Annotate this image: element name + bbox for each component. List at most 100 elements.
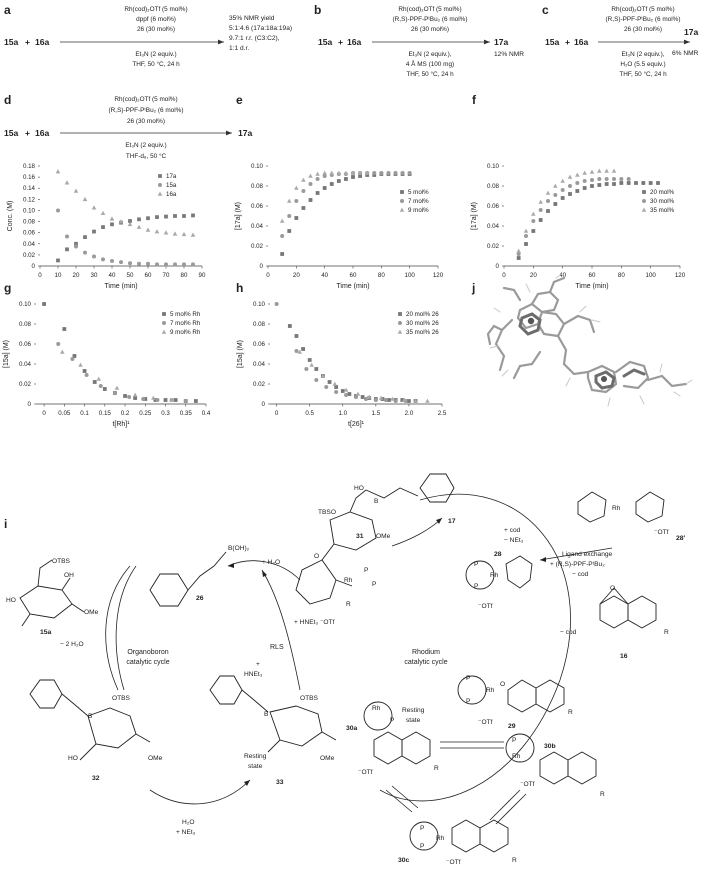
data-point [354, 395, 358, 399]
data-point [146, 216, 150, 221]
data-point [524, 242, 528, 246]
data-point [364, 170, 370, 175]
x-tick-label: 1.0 [338, 410, 347, 417]
rh-label: Rh [512, 753, 521, 760]
data-point [294, 349, 299, 353]
x-tick-label: 0 [275, 410, 279, 417]
data-point [137, 217, 141, 222]
reactant-16a: 16a [574, 37, 589, 47]
panel-letter-a: a [4, 3, 11, 17]
data-point [612, 177, 616, 181]
compound-label-29: 29 [508, 723, 516, 730]
data-point [181, 231, 187, 237]
y-tick-label: 0.04 [23, 241, 36, 248]
ho-label: HO [354, 485, 364, 492]
r-label: R [346, 601, 351, 608]
legend-marker [158, 174, 162, 178]
compound-label-17: 17 [448, 518, 456, 525]
compound-label-26: 26 [196, 595, 204, 602]
x-tick-label: 0.5 [305, 410, 314, 417]
outcome-a-4: 1:1 d.r. [229, 45, 249, 52]
panel-c: c 15a + 16a Rh(cod)₂OTf (5 mol%) (R,S)-P… [542, 3, 699, 78]
data-point [413, 398, 418, 403]
p-label: P [420, 843, 425, 850]
resting-state-label-1: Resting [244, 753, 267, 760]
data-point [538, 208, 543, 212]
data-point [538, 199, 543, 204]
x-tick-label: 70 [163, 272, 170, 279]
data-point [568, 192, 572, 196]
data-point [84, 373, 89, 377]
ome-label: OMe [376, 533, 391, 540]
charts-layer: 00.020.040.060.080.100.120.140.160.180 10… [3, 163, 686, 428]
data-point [363, 397, 368, 401]
data-point [297, 349, 303, 354]
x-tick-label: 20 [73, 272, 80, 279]
rh-label: Rh [372, 705, 381, 712]
data-point [133, 396, 138, 400]
data-point [567, 174, 573, 179]
r-label: R [664, 629, 669, 636]
y-tick-label: 0.04 [487, 223, 500, 230]
data-point [56, 342, 61, 346]
data-point [182, 262, 186, 267]
x-tick-label: 0.3 [161, 410, 170, 417]
x-tick-label: 0.05 [58, 410, 71, 417]
data-point [322, 170, 327, 175]
data-point [604, 168, 609, 173]
product-17a: 17a [684, 27, 699, 37]
y-tick-label: 0.02 [253, 381, 266, 388]
series-35-mol- [516, 168, 617, 253]
data-point [70, 357, 75, 361]
x-tick-label: 10 [55, 272, 62, 279]
data-point [407, 171, 412, 175]
data-point [366, 394, 372, 399]
equilibrium-arrow-30b-30c [495, 793, 527, 825]
y-tick-label: 0.04 [253, 361, 266, 368]
p-label: P [364, 567, 369, 574]
data-point [114, 385, 120, 390]
data-point [78, 362, 83, 367]
p-label: P [372, 581, 377, 588]
ome-label: OMe [84, 609, 99, 616]
chart-f: 0 0.02 0.04 0.06 0.08 0.10 0 20 40 60 80 100 120 Time… [471, 163, 686, 290]
r-label: R [434, 765, 439, 772]
series-7-mol-rh [56, 342, 188, 403]
x-tick-label: 60 [350, 272, 357, 279]
plus-sign: + [25, 37, 30, 47]
result-b: 12% NMR [494, 51, 524, 58]
data-point [516, 248, 521, 253]
equilibrium-arrow-30a-30c [391, 785, 419, 809]
plus-sign: + [565, 37, 570, 47]
x-tick-label: 0 [266, 272, 270, 279]
ligand-exchange-arrow [539, 547, 613, 561]
rh-label: Rh [344, 577, 353, 584]
data-point [626, 181, 631, 185]
data-point [351, 175, 355, 179]
data-point [314, 367, 319, 371]
panel-letter-c: c [542, 3, 549, 17]
data-point [92, 229, 96, 234]
legend-entry: 15a [166, 182, 177, 189]
compound-26 [149, 551, 227, 607]
product-17a: 17a [494, 37, 509, 47]
x-tick-label: 90 [199, 272, 206, 279]
arrowhead-b [484, 39, 490, 45]
otf-label: ⁻OTf [446, 859, 461, 866]
data-point [425, 398, 430, 403]
crystal-structure [486, 273, 693, 407]
data-point [128, 261, 132, 266]
panel-letter-e: e [236, 93, 243, 107]
data-point [597, 183, 602, 187]
y-tick-label: 0 [260, 263, 264, 270]
organoboron-cycle-label-1: Organoboron [127, 649, 168, 656]
ho-label: HO [68, 755, 78, 762]
otbs-label: OTBS [300, 695, 319, 702]
data-point [136, 224, 142, 229]
data-point [301, 177, 306, 182]
x-tick-label: 0.25 [139, 410, 152, 417]
y-axis-label: [17a] (M) [235, 202, 242, 230]
data-point [393, 171, 398, 175]
arrowhead-a [218, 39, 224, 45]
legend-entry: 9 mol% [408, 207, 429, 214]
